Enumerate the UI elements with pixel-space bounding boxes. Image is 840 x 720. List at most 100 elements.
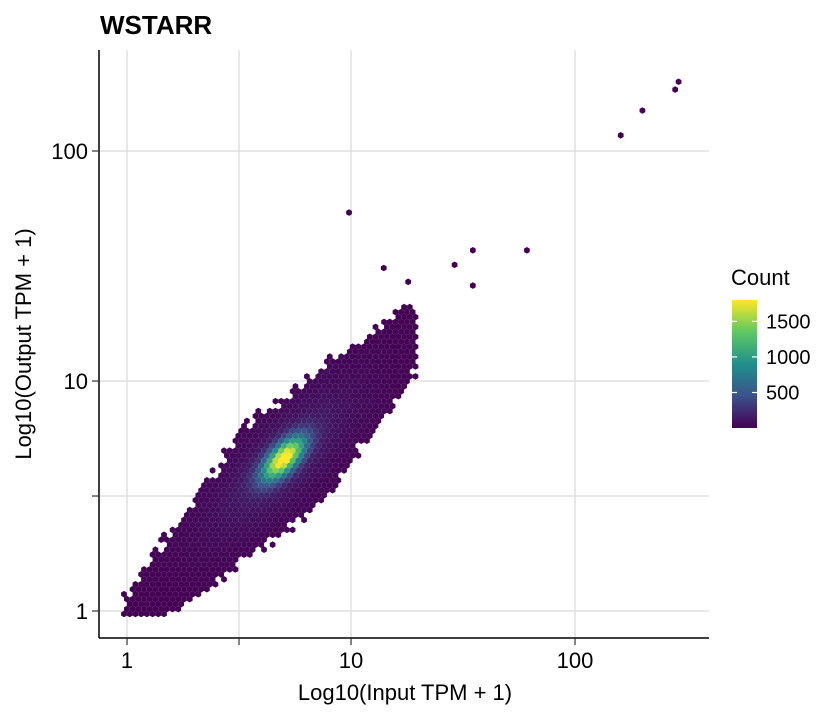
hex-cell-492 <box>324 477 330 484</box>
hex-cell-317 <box>206 511 213 519</box>
hex-cell-905 <box>344 383 350 390</box>
hex-cell-534 <box>318 467 325 474</box>
hex-cell-897 <box>292 383 299 390</box>
hex-cell-358 <box>206 501 213 509</box>
hex-cell-332 <box>292 511 299 519</box>
hex-cell-396 <box>301 496 307 504</box>
hex-cell-583 <box>346 457 353 464</box>
hex-cell-82 <box>141 576 147 583</box>
hex-cell-268 <box>266 526 273 534</box>
hex-cell-691 <box>315 432 322 440</box>
hex-cell-1053 <box>389 333 396 341</box>
hex-cell-335 <box>192 506 199 514</box>
hex-cell-1021 <box>375 348 382 355</box>
hex-cell-600 <box>315 452 322 459</box>
hex-cell-472 <box>209 477 216 484</box>
hex-cell-272 <box>289 526 296 534</box>
hex-cell-979 <box>384 363 390 370</box>
hex-cell-683 <box>269 432 276 440</box>
hex-cell-276 <box>195 521 202 529</box>
hex-cell-826 <box>332 402 339 410</box>
hex-cell-624 <box>312 447 319 454</box>
hex-cell-664 <box>295 437 302 445</box>
hex-cell-211 <box>269 541 276 548</box>
hex-cell-310 <box>284 516 290 524</box>
outlier-point-2 <box>639 107 646 114</box>
hex-cell-150 <box>192 556 199 563</box>
hex-cell-289 <box>269 521 276 529</box>
hex-cell-704 <box>255 427 262 435</box>
hex-cell-786 <box>338 412 345 420</box>
hex-cell-362 <box>229 501 236 509</box>
hex-cell-248 <box>264 531 270 539</box>
hex-cell-634 <box>246 442 253 449</box>
hex-cell-706 <box>266 427 273 435</box>
hex-cell-932 <box>398 378 405 385</box>
hex-cell-884 <box>329 387 336 395</box>
hex-cell-287 <box>258 521 265 529</box>
hex-cell-560 <box>338 462 345 469</box>
hex-cell-76 <box>184 581 190 588</box>
hex-cell-155 <box>221 556 227 563</box>
hex-cell-1024 <box>392 348 399 355</box>
hex-cell-688 <box>298 432 305 440</box>
hex-cell-749 <box>255 417 262 425</box>
hex-cell-240 <box>218 531 225 539</box>
hex-cell-665 <box>301 437 307 445</box>
hex-cell-198 <box>189 541 196 548</box>
hex-cell-737 <box>315 422 322 430</box>
hex-cell-306 <box>261 516 267 524</box>
hex-cell-617 <box>272 447 279 454</box>
hex-cell-903 <box>332 383 339 390</box>
hex-cell-960 <box>358 368 365 375</box>
hex-cell-43 <box>144 590 150 598</box>
hex-cell-280 <box>218 521 225 529</box>
hex-cell-262 <box>232 526 239 534</box>
hex-cell-57 <box>152 585 159 593</box>
hex-cell-10 <box>135 605 142 613</box>
hex-cell-17 <box>175 605 182 613</box>
hex-cell-107 <box>201 571 207 578</box>
hex-cell-694 <box>332 432 339 440</box>
hex-cell-908 <box>361 383 367 390</box>
hex-cell-423 <box>198 486 205 494</box>
hex-cell-474 <box>221 477 227 484</box>
hex-cell-559 <box>332 462 339 469</box>
hex-cell-342 <box>232 506 239 514</box>
hex-cell-449 <box>212 482 219 489</box>
hex-cell-913 <box>389 383 396 390</box>
hex-cell-478 <box>244 477 250 484</box>
hex-cell-251 <box>169 526 176 534</box>
hex-cell-148 <box>181 556 187 563</box>
hex-cell-410 <box>252 491 259 499</box>
hex-cell-102 <box>172 571 179 578</box>
hex-cell-700 <box>366 432 373 440</box>
hex-cell-1059 <box>381 328 387 336</box>
hex-cell-714 <box>312 427 319 435</box>
hex-cell-988 <box>341 358 347 365</box>
hex-cell-748 <box>244 417 250 425</box>
hex-cell-16 <box>169 605 176 613</box>
hex-cell-958 <box>346 368 353 375</box>
hex-cell-419 <box>304 491 310 499</box>
hex-cell-986 <box>329 358 336 365</box>
hex-cell-702 <box>244 427 250 435</box>
hex-cell-716 <box>324 427 330 435</box>
hex-cell-68 <box>138 581 145 588</box>
hex-cell-479 <box>249 477 256 484</box>
hex-cell-153 <box>209 556 216 563</box>
hex-cell-1040 <box>364 338 370 346</box>
hex-cell-934 <box>304 373 310 380</box>
hex-cell-166 <box>195 551 202 558</box>
hex-cell-115 <box>164 566 170 573</box>
hex-cell-619 <box>284 447 290 454</box>
hex-cell-910 <box>372 383 379 390</box>
hex-cell-207 <box>241 541 247 548</box>
hex-cell-8 <box>124 605 130 613</box>
hex-cell-828 <box>344 402 350 410</box>
hex-cell-521 <box>244 467 250 474</box>
hex-cell-793 <box>378 412 385 420</box>
hex-cell-333 <box>298 511 305 519</box>
hex-cell-518 <box>226 467 233 474</box>
hex-cell-329 <box>275 511 282 519</box>
